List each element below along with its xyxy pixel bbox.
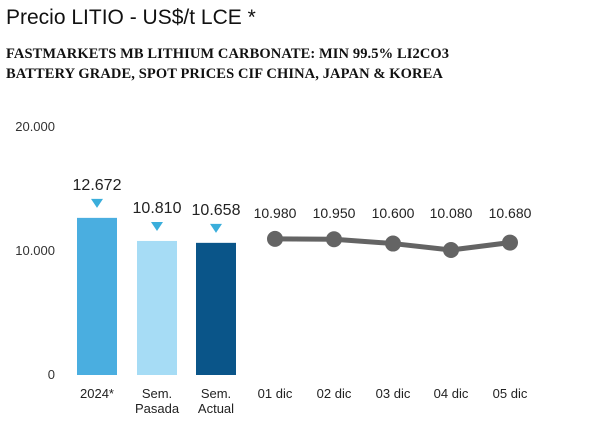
bar-value-label: 12.672: [73, 177, 122, 194]
line-value-label: 10.950: [313, 205, 356, 221]
y-tick-label: 10.000: [15, 243, 55, 258]
bar-value-label: 10.658: [192, 202, 241, 219]
x-tick-label: 04 dic: [434, 386, 469, 401]
down-arrow-icon: [151, 221, 163, 231]
bar: [77, 217, 117, 375]
bar-value-label: 10.810: [133, 200, 182, 217]
x-tick-label: 05 dic: [493, 386, 528, 401]
line-value-label: 10.600: [372, 205, 415, 221]
x-tick-label: Sem.: [142, 386, 172, 401]
bar: [196, 242, 236, 375]
line-value-label: 10.980: [254, 205, 297, 221]
down-arrow-icon: [91, 198, 103, 208]
line-point: [267, 230, 283, 247]
bar: [137, 240, 177, 375]
chart-subtitle: FASTMARKETS MB LITHIUM CARBONATE: MIN 99…: [6, 44, 601, 84]
x-tick-label: 01 dic: [258, 386, 293, 401]
y-tick-label: 20.000: [15, 119, 55, 134]
y-tick-label: 0: [48, 367, 55, 382]
x-tick-label: 2024*: [80, 386, 114, 401]
line-point: [502, 234, 518, 251]
down-arrow-icon: [210, 223, 222, 233]
subtitle-line-2: BATTERY GRADE, SPOT PRICES CIF CHINA, JA…: [6, 66, 443, 82]
line-point: [385, 235, 401, 252]
chart-title: Precio LITIO - US$/t LCE *: [6, 6, 256, 29]
line-point: [326, 231, 342, 248]
x-tick-label: 02 dic: [317, 386, 352, 401]
x-tick-label: Pasada: [135, 401, 180, 416]
line-value-label: 10.080: [430, 205, 473, 221]
x-tick-label: Sem.: [201, 386, 231, 401]
line-point: [443, 242, 459, 259]
line-value-label: 10.680: [489, 205, 532, 221]
subtitle-line-1: FASTMARKETS MB LITHIUM CARBONATE: MIN 99…: [6, 46, 450, 62]
x-tick-label: 03 dic: [376, 386, 411, 401]
x-tick-label: Actual: [198, 401, 234, 416]
